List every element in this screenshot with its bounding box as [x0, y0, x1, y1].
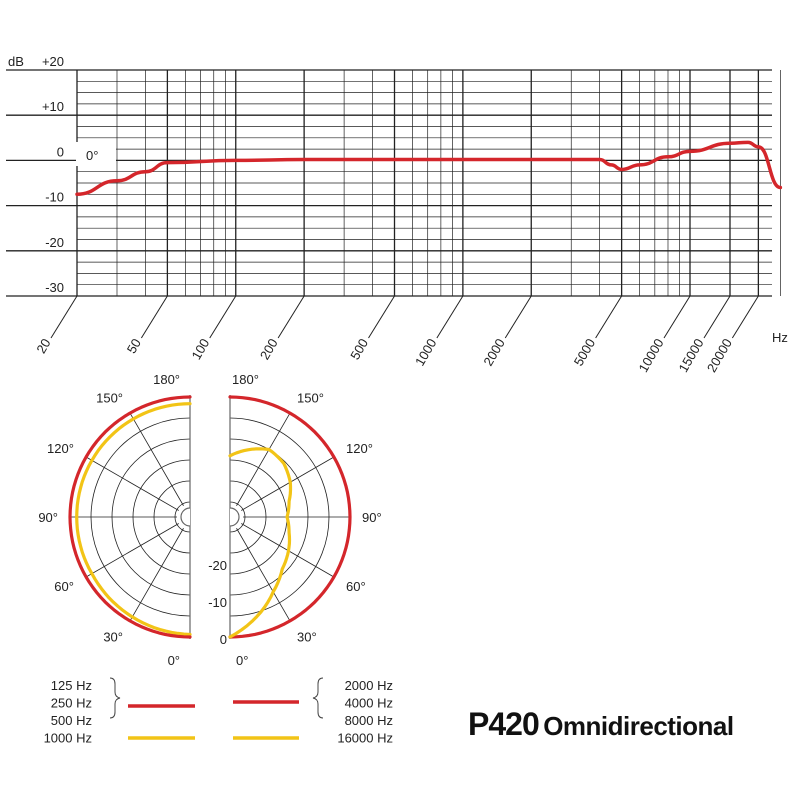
y-tick-label: +10 [42, 99, 64, 114]
y-axis-unit-label: dB [8, 54, 24, 69]
product-title: P420 Omnidirectional [468, 706, 734, 743]
model-name: P420 [468, 706, 540, 742]
x-tick-mark [504, 295, 532, 339]
legend-left-label: 125 Hz [51, 678, 92, 693]
polar-red-curve [68, 395, 192, 639]
polar-spoke [236, 528, 291, 622]
frequency-legend: 125 Hz 250 Hz 500 Hz 1000 Hz 2000 Hz 4000 Hz… [44, 677, 393, 746]
polar-radial-label: 0 [220, 632, 227, 647]
x-tick-label: 1000 [412, 336, 439, 369]
polar-yellow-curve [228, 447, 293, 639]
polar-spoke [129, 412, 184, 506]
x-tick-mark [209, 295, 237, 339]
x-tick-label: 500 [347, 336, 371, 362]
y-tick-label: 0 [57, 144, 64, 159]
x-tick-mark [140, 295, 168, 339]
x-tick-label: 100 [189, 336, 213, 362]
polar-angle-label: 150° [297, 390, 324, 405]
polar-angle-label: 150° [96, 390, 123, 405]
legend-left-labels: 125 Hz 250 Hz 500 Hz 1000 Hz [44, 678, 92, 746]
polar-center-notch [229, 507, 240, 527]
polar-curves [68, 395, 352, 639]
legend-right-label: 16000 Hz [337, 731, 393, 746]
x-tick-mark [663, 295, 691, 339]
x-tick-label: 15000 [676, 336, 707, 375]
polar-radial-label: -10 [208, 595, 227, 610]
polar-angle-label: 180° [153, 372, 180, 387]
frequency-grid [6, 69, 781, 339]
frequency-response-chart: dB +20 +10 0 -10 -20 -30 20 50 100 200 500 1000 200… [6, 54, 788, 375]
y-tick-label: -20 [45, 235, 64, 250]
polar-spoke [129, 528, 184, 622]
svg-text:0°: 0° [86, 148, 98, 163]
legend-right-label: 8000 Hz [345, 713, 393, 728]
polar-radial-labels: -20 -10 0 [208, 558, 227, 647]
legend-left-label: 500 Hz [51, 713, 92, 728]
legend-right-label: 4000 Hz [345, 696, 393, 711]
polar-red-curve [228, 395, 352, 639]
polar-yellow-curve [75, 402, 192, 637]
x-tick-label: 20000 [704, 336, 735, 375]
pattern-name: Omnidirectional [543, 711, 734, 741]
polar-radial-label: -20 [208, 558, 227, 573]
polar-angle-label: 60° [346, 579, 366, 594]
x-tick-label: 50 [124, 336, 144, 356]
y-tick-label: -10 [45, 190, 64, 205]
polar-angle-label: 90° [38, 510, 58, 525]
polar-angle-labels: 180° 180° 150° 150° 120° 120° 90° 90° 60° 60° 30° 3… [38, 372, 381, 668]
y-tick-label: +20 [42, 54, 64, 69]
x-tick-mark [50, 295, 78, 339]
x-tick-mark [368, 295, 395, 339]
legend-right-brace [312, 677, 324, 719]
polar-spoke [85, 523, 179, 578]
legend-left-label: 250 Hz [51, 696, 92, 711]
x-axis-unit-label: Hz [772, 330, 788, 345]
x-tick-mark [731, 295, 759, 339]
x-tick-label: 10000 [636, 336, 667, 375]
x-tick-mark [595, 295, 623, 339]
frequency-response-line [75, 140, 783, 197]
polar-angle-label: 30° [103, 630, 123, 645]
polar-angle-label: 60° [54, 579, 74, 594]
y-tick-label: -30 [45, 280, 64, 295]
x-tick-label: 200 [257, 336, 281, 362]
x-tick-mark [436, 295, 464, 339]
polar-angle-label: 180° [232, 372, 259, 387]
polar-angle-label: 120° [47, 441, 74, 456]
x-tick-mark [277, 295, 305, 339]
polar-spoke [236, 412, 291, 506]
legend-left-label: 1000 Hz [44, 731, 92, 746]
legend-right-label: 2000 Hz [345, 678, 393, 693]
legend-right-labels: 2000 Hz 4000 Hz 8000 Hz 16000 Hz [337, 678, 393, 746]
y-tick-labels: +20 +10 0 -10 -20 -30 [42, 54, 64, 295]
legend-left-brace [109, 677, 121, 719]
x-tick-label: 2000 [480, 336, 507, 369]
polar-angle-label: 0° [168, 653, 180, 668]
polar-angle-label: 30° [297, 630, 317, 645]
polar-angle-label: 0° [236, 653, 248, 668]
x-tick-mark [703, 295, 731, 339]
x-tick-label: 5000 [571, 336, 598, 369]
polar-angle-label: 120° [346, 441, 373, 456]
polar-pattern-chart: 180° 180° 150° 150° 120° 120° 90° 90° 60° 60° 30° 3… [38, 372, 381, 668]
polar-center-notch [180, 507, 191, 527]
angle-annotation: 0° [76, 142, 116, 166]
polar-spoke [241, 456, 335, 511]
polar-spoke [85, 456, 179, 511]
x-tick-label: 20 [33, 336, 53, 356]
polar-angle-label: 90° [362, 510, 382, 525]
